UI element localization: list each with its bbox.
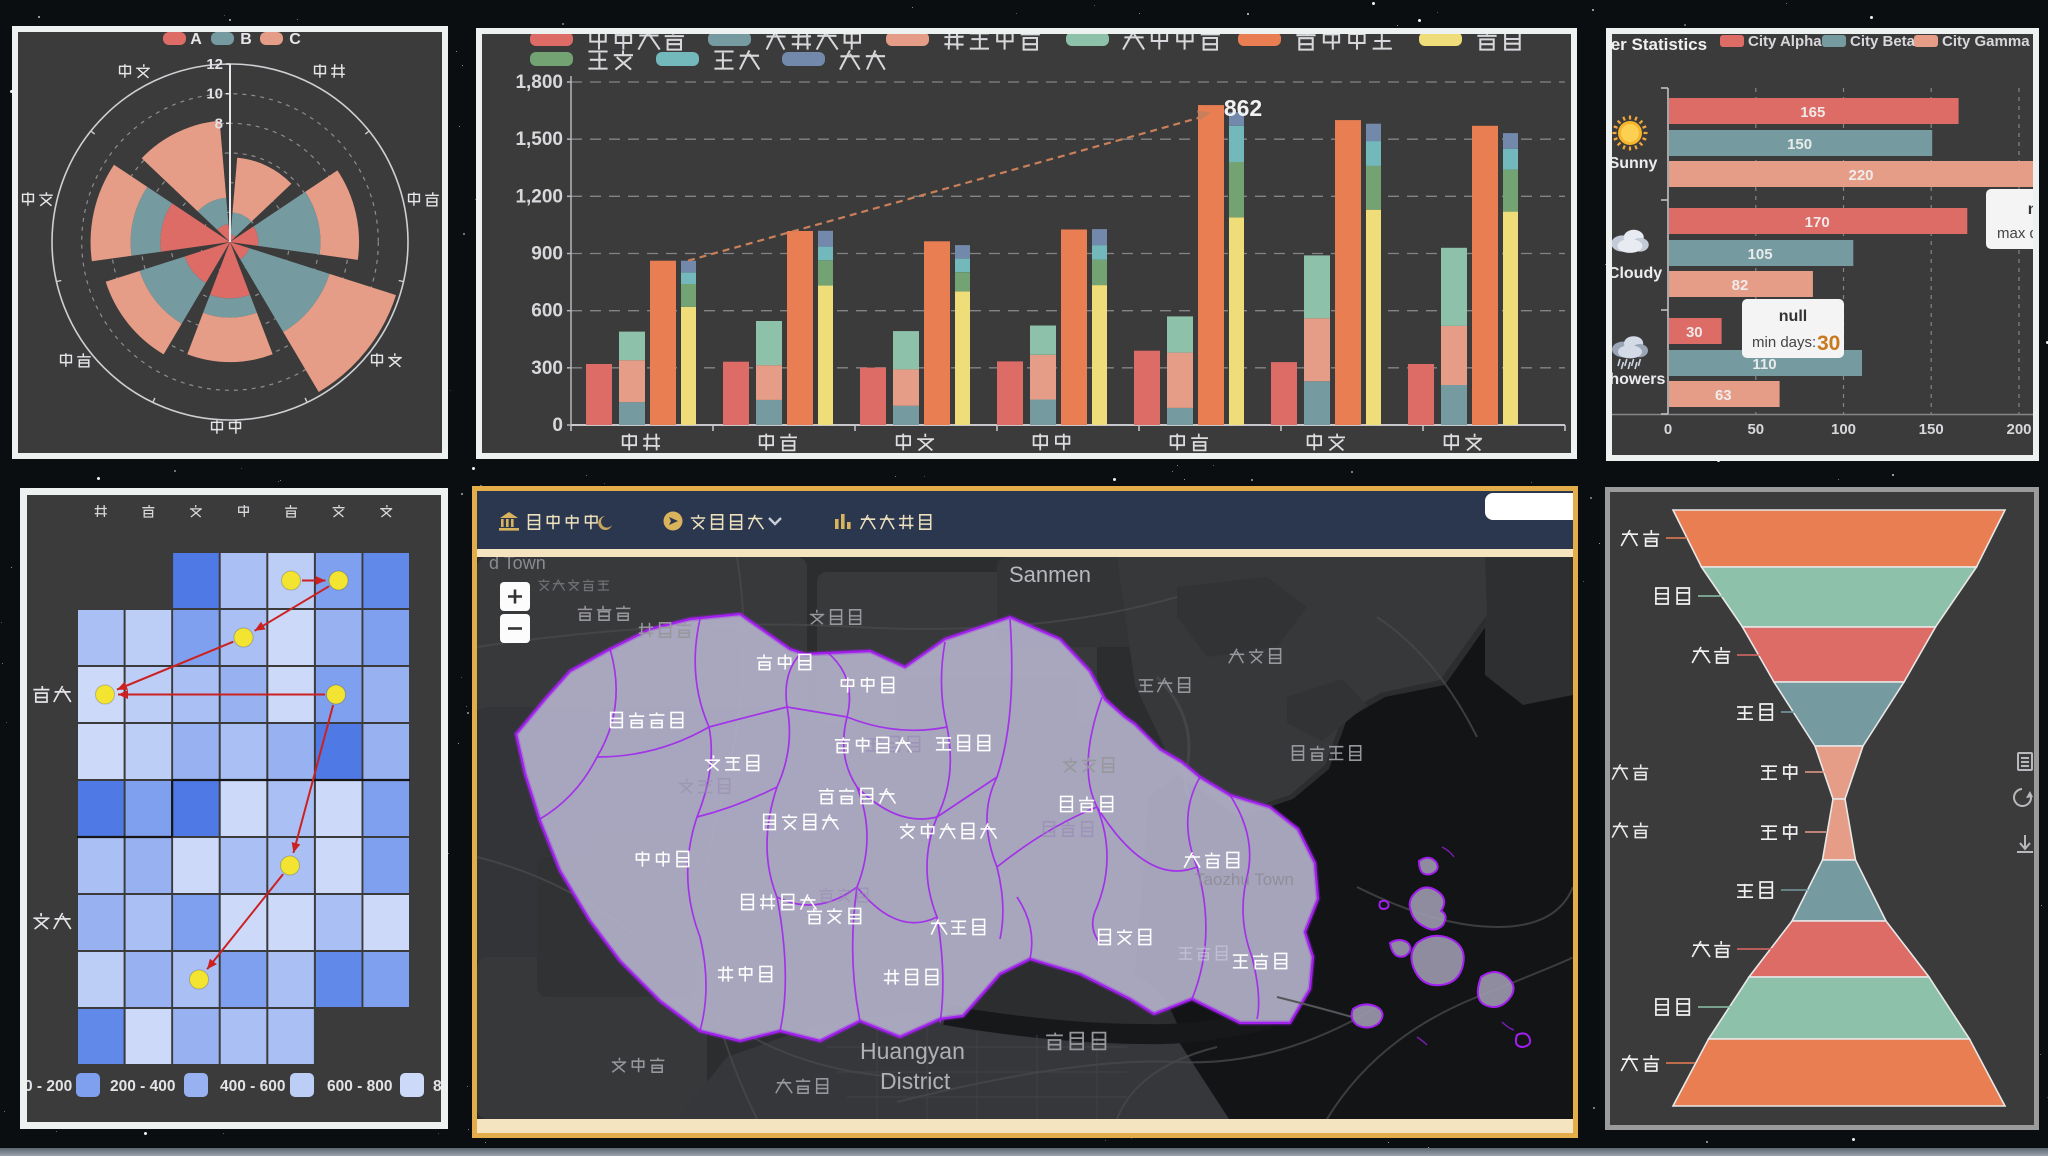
svg-text:12: 12 [206, 56, 223, 73]
svg-text:City Gamma: City Gamma [1942, 34, 2030, 50]
svg-text:C: C [289, 32, 301, 48]
svg-text:null: null [1779, 308, 1807, 325]
svg-text:110: 110 [1752, 356, 1776, 373]
svg-text:d Town: d Town [489, 557, 546, 573]
svg-text:800 - 1000: 800 - 1000 [433, 1078, 441, 1095]
svg-text:82: 82 [1732, 277, 1749, 294]
svg-text:Showers: Showers [1612, 371, 1665, 388]
svg-text:null: null [2028, 201, 2033, 218]
svg-text:30: 30 [1817, 332, 1840, 355]
svg-text:0: 0 [552, 415, 563, 436]
svg-text:Taozhu Town: Taozhu Town [1195, 870, 1294, 889]
svg-text:862: 862 [1224, 95, 1262, 121]
svg-text:Sanmen: Sanmen [1009, 562, 1091, 587]
svg-text:200 - 400: 200 - 400 [110, 1078, 176, 1095]
svg-text:1,200: 1,200 [515, 186, 563, 207]
svg-text:Cloudy: Cloudy [1612, 265, 1662, 282]
svg-text:300: 300 [531, 358, 563, 379]
svg-text:0 - 200: 0 - 200 [27, 1078, 72, 1095]
svg-text:165: 165 [1800, 104, 1825, 121]
svg-text:220: 220 [1848, 167, 1873, 184]
svg-text:B: B [240, 32, 252, 48]
svg-text:150: 150 [1919, 421, 1944, 438]
svg-text:A: A [190, 32, 202, 48]
svg-text:105: 105 [1748, 246, 1773, 263]
svg-text:8: 8 [215, 115, 223, 132]
svg-text:Sunny: Sunny [1612, 155, 1658, 172]
svg-text:30: 30 [1686, 324, 1703, 341]
svg-text:400 - 600: 400 - 600 [220, 1078, 286, 1095]
svg-text:min days:: min days: [1752, 334, 1816, 351]
svg-text:max days: 220: max days: 220 [1997, 222, 2033, 243]
svg-text:100: 100 [1831, 421, 1856, 438]
svg-text:Huangyan: Huangyan [860, 1038, 965, 1064]
svg-text:600 - 800: 600 - 800 [327, 1078, 393, 1095]
svg-text:City Alpha: City Alpha [1748, 34, 1822, 50]
svg-text:63: 63 [1715, 387, 1732, 404]
svg-text:50: 50 [1747, 421, 1764, 438]
svg-text:1,800: 1,800 [515, 72, 563, 93]
svg-text:District: District [880, 1068, 951, 1094]
svg-text:170: 170 [1805, 214, 1830, 231]
svg-text:600: 600 [531, 301, 563, 322]
svg-text:City Beta: City Beta [1850, 34, 1916, 50]
svg-text:1,500: 1,500 [515, 129, 563, 150]
svg-text:Weather Statistics: Weather Statistics [1612, 35, 1707, 54]
svg-text:10: 10 [206, 86, 223, 103]
svg-text:150: 150 [1787, 136, 1812, 153]
svg-text:200: 200 [2006, 421, 2031, 438]
svg-text:0: 0 [1664, 421, 1672, 438]
svg-text:900: 900 [531, 244, 563, 265]
